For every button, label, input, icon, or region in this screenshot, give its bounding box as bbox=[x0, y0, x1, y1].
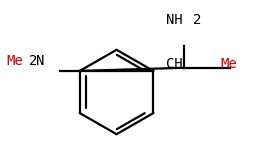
Text: Me: Me bbox=[221, 57, 237, 71]
Text: 2: 2 bbox=[193, 13, 202, 27]
Text: NH: NH bbox=[166, 13, 183, 27]
Text: CH: CH bbox=[166, 57, 183, 71]
Text: N: N bbox=[36, 54, 44, 68]
Text: 2: 2 bbox=[29, 54, 37, 68]
Text: Me: Me bbox=[7, 54, 24, 68]
